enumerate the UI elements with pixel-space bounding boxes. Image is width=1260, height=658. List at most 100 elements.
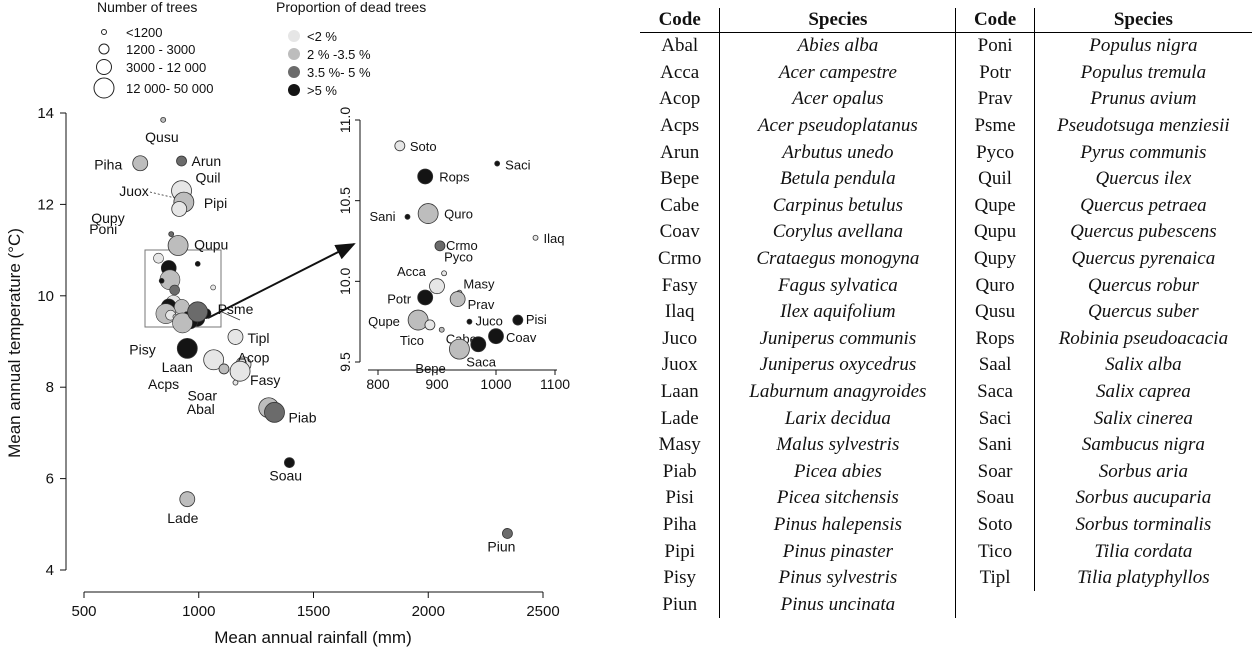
table-row: Cabe Carpinus betulus Qupe Quercus petraea bbox=[640, 192, 1252, 220]
species-cell: Salix cinerea bbox=[1093, 407, 1193, 429]
code-cell bbox=[956, 591, 1034, 618]
x-tick-label: 500 bbox=[71, 603, 96, 620]
inset-data-point bbox=[470, 336, 487, 353]
zoom-arrow bbox=[207, 243, 356, 319]
inset-data-point bbox=[424, 319, 436, 331]
table-row: Acca Acer campestre Potr Populus tremula bbox=[640, 59, 1252, 87]
species-cell: Crataegus monogyna bbox=[719, 245, 957, 273]
x-tick-label: 1000 bbox=[182, 603, 215, 620]
point-label: Lade bbox=[167, 510, 198, 526]
species-cell: Quercus pyrenaica bbox=[1071, 248, 1216, 270]
code-cell: Piun bbox=[640, 591, 721, 619]
size-legend-marker bbox=[93, 77, 115, 99]
inset-point-label: Acca bbox=[397, 264, 427, 279]
species-cell: Populus tremula bbox=[1080, 61, 1207, 83]
data-point bbox=[176, 155, 187, 167]
table-row: Acps Acer pseudoplatanus Psme Pseudotsuga m… bbox=[640, 112, 1252, 140]
inset-data-point bbox=[394, 140, 406, 152]
data-point bbox=[284, 457, 295, 469]
code-cell: Saci bbox=[955, 405, 1035, 432]
header-species-left: Species bbox=[719, 8, 957, 33]
species-cell: Juniperus communis bbox=[719, 325, 957, 353]
inset-data-point bbox=[417, 168, 434, 185]
species-cell: Fagus sylvatica bbox=[719, 272, 957, 299]
x-tick-label: 1500 bbox=[297, 603, 330, 620]
table-row: Bepe Betula pendula Quil Quercus ilex bbox=[640, 165, 1252, 193]
species-code-table: Code Species Code Species Abal Abies alba… bbox=[640, 8, 1252, 619]
species-cell: Pinus pinaster bbox=[719, 538, 957, 565]
inset-point-label: Masy bbox=[463, 277, 495, 292]
species-cell: Pinus halepensis bbox=[719, 511, 957, 539]
code-cell: Qupe bbox=[955, 192, 1035, 220]
species-cell: Sorbus aria bbox=[1098, 460, 1188, 482]
code-cell: Psme bbox=[955, 112, 1035, 140]
code-cell: Saal bbox=[955, 352, 1035, 379]
inset-y-tick-label: 11.0 bbox=[337, 107, 353, 133]
species-cell: Tilia cordata bbox=[1094, 540, 1193, 562]
code-cell: Sani bbox=[955, 431, 1035, 459]
code-cell: Juox bbox=[640, 352, 721, 379]
point-label: Pipi bbox=[204, 195, 227, 211]
inset-point-label: Coav bbox=[506, 330, 537, 345]
code-cell: Coav bbox=[640, 219, 721, 246]
species-cell: Quercus ilex bbox=[1095, 168, 1192, 190]
species-cell: Salix alba bbox=[1105, 354, 1182, 376]
inset-data-point bbox=[404, 213, 411, 220]
point-label: Piha bbox=[94, 156, 122, 172]
inset-plot: 800 900 1000 1100 9.5 10.0 10.5 11.0 Soto Saci Rop… bbox=[337, 107, 570, 392]
point-label: Qusu bbox=[145, 129, 178, 145]
code-cell: Piab bbox=[640, 458, 721, 486]
climate-scatter-chart: Number of trees <1200 1200 - 3000 3000 - 12… bbox=[5, 0, 570, 647]
size-legend-marker bbox=[101, 29, 107, 35]
y-tick-label: 4 bbox=[46, 562, 54, 579]
species-cell: Sorbus torminalis bbox=[1075, 513, 1212, 535]
inset-point-label: Pisi bbox=[526, 312, 547, 327]
code-cell: Potr bbox=[955, 59, 1035, 87]
inset-y-tick-label: 10.5 bbox=[337, 187, 353, 214]
data-point bbox=[179, 491, 196, 508]
species-cell: Corylus avellana bbox=[719, 219, 957, 246]
data-point bbox=[187, 301, 209, 323]
species-cell: Larix decidua bbox=[719, 405, 957, 432]
code-cell: Laan bbox=[640, 378, 721, 406]
inset-data-point bbox=[494, 160, 501, 167]
code-cell: Rops bbox=[955, 325, 1035, 353]
code-cell: Qupy bbox=[955, 245, 1035, 273]
code-cell: Saca bbox=[955, 378, 1035, 406]
point-label: Laan bbox=[162, 359, 193, 375]
y-tick-label: 8 bbox=[46, 379, 54, 396]
code-cell: Tico bbox=[955, 538, 1035, 565]
code-cell: Soto bbox=[955, 511, 1035, 539]
inset-x-tick-label: 1100 bbox=[540, 376, 570, 392]
inset-data-point bbox=[466, 318, 473, 325]
species-cell: Juniperus oxycedrus bbox=[719, 352, 957, 379]
cluster-point bbox=[210, 284, 216, 291]
inset-data-point bbox=[438, 326, 445, 333]
species-cell: Populus nigra bbox=[1089, 35, 1198, 57]
table-row: Piab Picea abies Soar Sorbus aria bbox=[640, 458, 1252, 486]
inset-point-label: Saci bbox=[505, 158, 530, 173]
table-row: Pisy Pinus sylvestris Tipl Tilia platyphyll… bbox=[640, 564, 1252, 592]
leader-line bbox=[149, 191, 176, 199]
inset-point-label: Sani bbox=[370, 209, 396, 224]
species-cell: Salix caprea bbox=[1095, 381, 1191, 403]
species-cell: Arbutus unedo bbox=[719, 139, 957, 166]
table-row: Crmo Crataegus monogyna Qupy Quercus pyrena… bbox=[640, 245, 1252, 273]
inset-point-label: Bepe bbox=[415, 361, 445, 376]
y-tick-label: 10 bbox=[37, 288, 54, 305]
y-axis-label: Mean annual temperature (°C) bbox=[5, 228, 24, 458]
species-cell: Tilia platyphyllos bbox=[1077, 567, 1210, 589]
code-cell: Lade bbox=[640, 405, 721, 432]
species-cell: Quercus robur bbox=[1087, 274, 1199, 296]
point-label: Quil bbox=[196, 170, 221, 186]
code-cell: Soau bbox=[955, 485, 1035, 512]
point-label: Tipl bbox=[247, 330, 269, 346]
table-row: Ilaq Ilex aquifolium Qusu Quercus suber bbox=[640, 298, 1252, 326]
data-point bbox=[232, 379, 239, 386]
inset-x-tick-label: 900 bbox=[425, 376, 449, 392]
table-row: Abal Abies alba Poni Populus nigra bbox=[640, 32, 1252, 60]
point-label: Soau bbox=[269, 468, 302, 484]
y-tick-label: 12 bbox=[37, 196, 54, 213]
table-header-row: Code Species Code Species bbox=[640, 8, 1252, 33]
point-label: Qupu bbox=[194, 237, 228, 253]
